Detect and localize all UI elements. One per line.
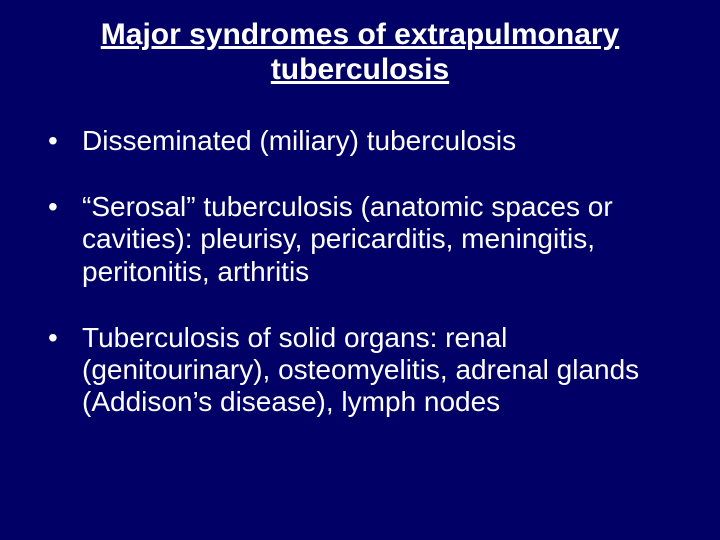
list-item: Disseminated (miliary) tuberculosis [40,125,680,157]
slide: Major syndromes of extrapulmonary tuberc… [0,0,720,540]
list-item: Tuberculosis of solid organs: renal (gen… [40,322,680,419]
list-item: “Serosal” tuberculosis (anatomic spaces … [40,191,680,288]
bullet-list: Disseminated (miliary) tuberculosis “Ser… [40,125,680,418]
slide-title: Major syndromes of extrapulmonary tuberc… [40,18,680,87]
